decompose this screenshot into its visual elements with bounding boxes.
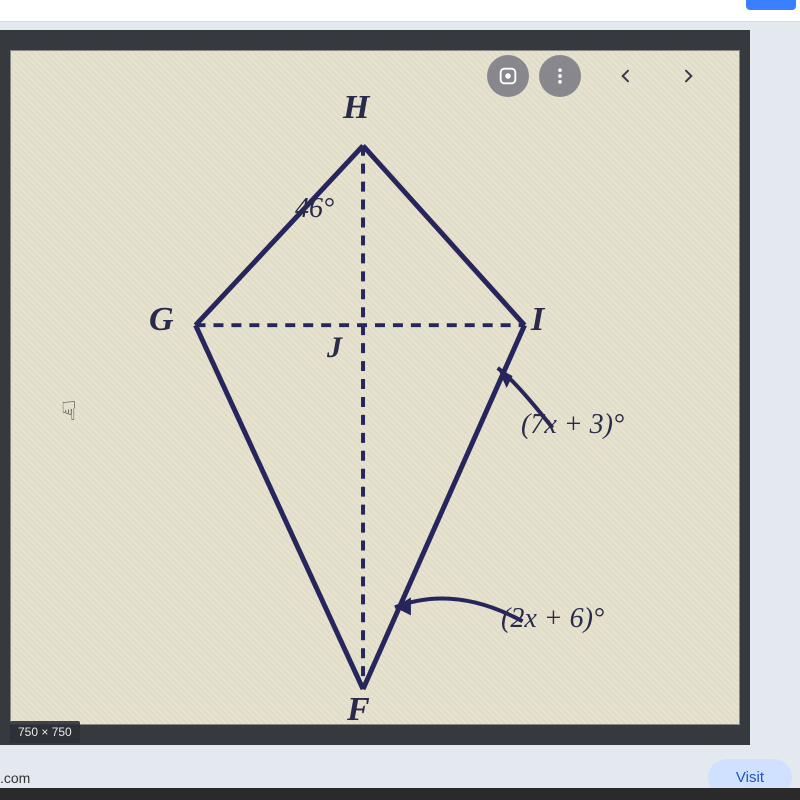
chevron-left-icon [618, 68, 634, 84]
more-button[interactable] [539, 55, 581, 97]
viewer-control-cluster [487, 55, 705, 97]
next-button[interactable] [671, 59, 705, 93]
diagram-container: H I F G J 46° (7x + 3)° (2x + 6)° ☟ [11, 51, 739, 724]
browser-chrome-strip [0, 0, 800, 22]
edge-gh [196, 146, 364, 325]
more-vert-icon [550, 66, 570, 86]
edge-fg [196, 325, 364, 689]
kite-diagram-svg [11, 51, 739, 724]
dimensions-badge: 750 × 750 [10, 721, 80, 743]
image-viewer: H I F G J 46° (7x + 3)° (2x + 6)° ☟ [0, 30, 750, 745]
edge-if [363, 325, 525, 689]
lens-icon [497, 65, 519, 87]
lens-button[interactable] [487, 55, 529, 97]
bottom-bar [0, 788, 800, 800]
arrow-2x [395, 599, 523, 622]
image-frame: H I F G J 46° (7x + 3)° (2x + 6)° ☟ [10, 50, 740, 725]
chevron-right-icon [680, 68, 696, 84]
top-right-accent [746, 0, 796, 10]
prev-button[interactable] [609, 59, 643, 93]
source-label: .com [0, 770, 30, 786]
edge-hi [363, 146, 525, 325]
